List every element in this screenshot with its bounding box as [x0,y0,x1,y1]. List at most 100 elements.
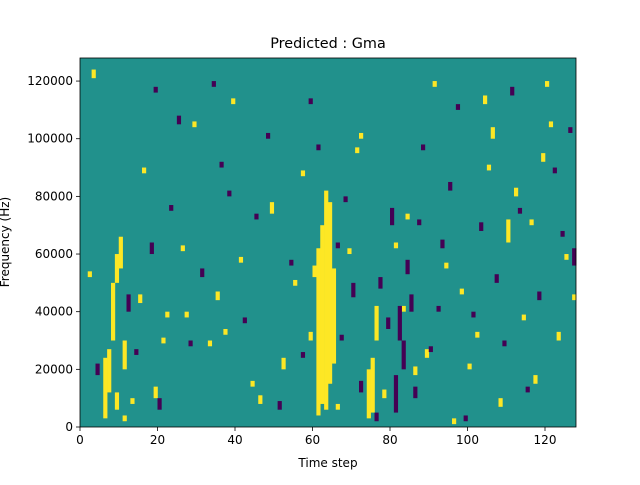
heatmap-cell-low [525,386,530,393]
heatmap-cell-low [316,144,321,151]
heatmap-cell-high [328,202,333,384]
heatmap-cell-low [537,291,542,301]
heatmap-cell-low [397,305,402,341]
heatmap-cell-high [223,328,228,335]
x-axis: 0 20 40 60 80 100 120 [76,427,556,447]
heatmap-cell-high [316,248,321,416]
plot-area [79,57,577,428]
heatmap-cell-high [556,331,561,341]
plot-frame [79,57,577,428]
heatmap-cell-high [250,380,255,387]
heatmap-cell-high [122,415,127,422]
heatmap-cell-high [180,245,185,252]
x-tick-label: 100 [456,433,479,447]
heatmap-cell-low [428,346,433,353]
heatmap-cell-high [405,213,410,220]
heatmap-cell-high [432,81,437,87]
x-tick-label: 20 [150,433,165,447]
heatmap-cell-low [494,274,499,283]
heatmap-cell-high [475,331,480,338]
heatmap-cell-high [111,282,116,341]
heatmap-cell-high [118,236,123,269]
heatmap-cell-low [200,268,205,278]
heatmap-cell-low [219,161,224,168]
heatmap-cell-high [165,311,170,318]
heatmap-cell-low [455,104,461,110]
heatmap-cell-high [331,268,337,364]
heatmap-cell-low [308,98,313,105]
heatmap-cell-low [266,132,271,139]
heatmap-cell-low [471,311,476,318]
heatmap-cell-low [374,412,379,422]
heatmap-cell-low [149,242,154,255]
heatmap-cell-high [114,392,120,410]
heatmap-cell-low [242,317,247,324]
heatmap-cell-low [409,294,414,312]
heatmap-cell-high [374,305,379,341]
y-tick-label: 20000 [35,362,73,376]
heatmap-cell-low [568,127,573,133]
heatmap-cell-high [347,248,352,255]
heatmap-cell-low [572,248,577,266]
x-tick-label: 0 [76,433,84,447]
heatmap-cell-low [289,259,294,266]
heatmap-cell-low [169,205,174,211]
heatmap-cell-high [498,398,503,407]
heatmap-cell-high [467,363,472,370]
y-axis: 0 20000 40000 60000 80000 100000 120000 [27,74,80,434]
heatmap-cell-high [444,262,449,269]
heatmap-cell-low [560,230,565,237]
heatmap-cell-low [401,340,406,370]
heatmap-cell-high [483,95,488,105]
heatmap-cell-low [95,363,100,376]
heatmap-cell-high [300,170,306,177]
heatmap-cell-low [552,167,557,174]
heatmap-cell-low [440,239,445,249]
heatmap-cell-low [421,144,426,151]
heatmap-cell-high [335,403,340,410]
heatmap-cell-low [176,115,182,125]
heatmap-cell-low [227,190,232,197]
heatmap-cell-high [490,127,495,139]
heatmap-cell-low [343,196,348,203]
heatmap-cell-low [436,305,441,312]
heatmap-cell-high [130,398,135,404]
heatmap-cell-high [107,349,112,393]
y-tick-label: 40000 [35,305,73,319]
heatmap-cell-low [448,181,453,191]
y-tick-label: 100000 [27,132,73,146]
heatmap-cell-high [541,153,546,162]
heatmap-cell-high [366,369,371,419]
heatmap-cell-high [521,314,526,321]
heatmap-cell-high [238,256,244,263]
heatmap-cell-high [506,219,511,243]
y-tick-label: 60000 [35,247,73,261]
heatmap-cell-low [413,386,418,399]
heatmap-cell-high [91,69,96,79]
heatmap-cell-high [122,340,127,370]
heatmap-cell-low [126,294,131,312]
heatmap-cell-low [277,401,282,410]
heatmap-cell-low [351,282,356,298]
heatmap-cell-high [370,357,375,413]
heatmap-cell-high [320,225,325,404]
heatmap-cell-high [142,167,147,174]
heatmap-cell-high [87,271,92,278]
heatmap-cell-low [390,207,395,226]
heatmap-cell-high [382,389,387,399]
heatmap-cell-high [393,242,399,249]
heatmap-cell-low [335,242,340,249]
heatmap-cell-high [231,98,236,105]
heatmap-cell-low [417,219,422,226]
heatmap-cell-high [548,121,554,128]
heatmap-cell-low [157,398,162,410]
heatmap-cell-high [564,254,569,260]
y-tick-label: 120000 [27,74,73,88]
heatmap-cell-high [153,386,158,399]
heatmap-cell-high [572,294,577,301]
x-tick-label: 80 [382,433,397,447]
y-tick-label: 0 [65,420,73,434]
heatmap-cell-high [514,187,519,197]
